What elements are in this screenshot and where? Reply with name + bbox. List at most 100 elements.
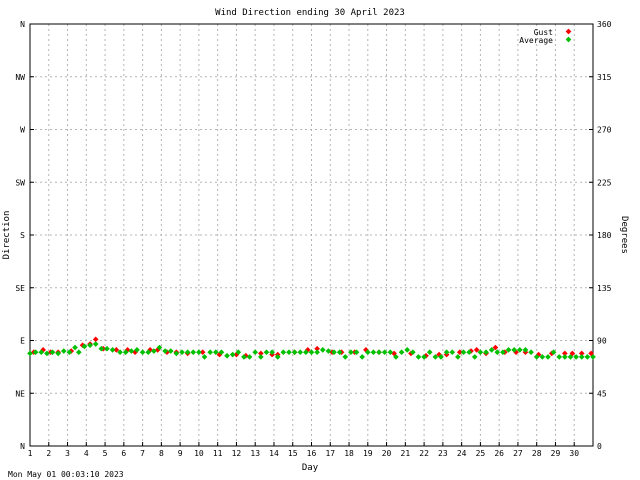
data-point-average (533, 354, 540, 360)
data-point-average (122, 349, 129, 356)
data-point-gust (562, 350, 568, 357)
data-point-average (98, 345, 105, 352)
x-tick-label: 18 (344, 449, 354, 458)
data-point-average (460, 349, 467, 356)
footer-timestamp: Mon May 01 00:03:10 2023 (8, 470, 124, 479)
x-tick-label: 23 (438, 449, 448, 458)
data-point-average (274, 354, 281, 360)
data-point-average (567, 354, 574, 360)
data-point-average (179, 349, 185, 356)
data-point-average (258, 354, 264, 360)
data-point-average (348, 349, 354, 356)
data-point-average (252, 349, 259, 356)
data-point-average (212, 349, 219, 356)
data-point-average (173, 350, 180, 357)
series-layer (27, 336, 596, 360)
data-point-average (303, 349, 309, 356)
data-point-gust (456, 349, 463, 356)
data-point-average (449, 349, 456, 356)
data-point-average (353, 349, 360, 356)
x-tick-label: 26 (494, 449, 504, 458)
data-point-average (359, 354, 365, 360)
data-point-average (269, 349, 275, 356)
data-point-average (145, 349, 152, 356)
y-right-tick-label: 90 (597, 337, 607, 346)
y-left-tick-label: NE (15, 389, 25, 398)
data-point-average (556, 354, 563, 360)
data-point-average (545, 354, 551, 360)
data-point-gust (473, 347, 480, 353)
data-point-average (117, 349, 123, 356)
x-tick-label: 29 (551, 449, 561, 458)
y-axis-left-label: Direction (2, 211, 12, 260)
data-point-average (376, 349, 382, 356)
x-tick-label: 3 (65, 449, 70, 458)
legend-marker-gust (565, 28, 572, 35)
data-point-average (167, 348, 174, 354)
data-point-average (314, 349, 320, 356)
x-tick-label: 2 (46, 449, 51, 458)
data-point-average (393, 354, 399, 360)
x-tick-label: 4 (84, 449, 89, 458)
x-tick-label: 25 (476, 449, 486, 458)
data-point-average (342, 354, 349, 360)
data-point-average (404, 347, 411, 353)
x-tick-label: 8 (159, 449, 164, 458)
data-point-average (364, 349, 371, 356)
data-point-average (488, 347, 495, 353)
x-tick-label: 11 (213, 449, 223, 458)
data-point-average (235, 349, 242, 356)
data-point-average (466, 349, 472, 356)
data-point-average (87, 342, 93, 349)
data-point-average (398, 349, 405, 356)
x-tick-label: 19 (363, 449, 373, 458)
y-axis-right-ticks: 0 45 90 135 180 225 270 315 360 (589, 20, 612, 451)
x-tick-label: 12 (232, 449, 242, 458)
x-tick-label: 13 (250, 449, 260, 458)
y-left-tick-label: S (20, 231, 25, 240)
data-point-average (370, 349, 377, 356)
data-point-average (218, 349, 225, 356)
y-left-tick-label: NW (15, 73, 25, 82)
x-tick-label: 14 (269, 449, 279, 458)
y-axis-right-label: Degrees (619, 216, 629, 254)
data-point-average (562, 354, 568, 360)
data-point-average (381, 349, 388, 356)
data-point-average (522, 347, 529, 353)
data-point-average (297, 349, 304, 356)
data-point-gust (492, 344, 499, 351)
data-point-average (92, 341, 99, 347)
x-axis-label: Day (302, 463, 319, 473)
data-point-gust (314, 345, 320, 352)
y-right-tick-label: 315 (597, 73, 612, 82)
data-point-gust (199, 349, 206, 356)
data-point-average (196, 349, 202, 356)
data-point-average (505, 347, 512, 353)
x-axis-ticks: 1 2 3 4 5 6 7 8 9 10 11 12 13 14 15 16 17 18 19 20 21 22 23 24 2… (28, 442, 579, 458)
data-point-average (421, 354, 427, 360)
data-point-average (246, 354, 253, 360)
y-right-tick-label: 270 (597, 126, 612, 135)
data-point-average (81, 343, 88, 350)
legend-label-average: Average (519, 36, 553, 45)
y-left-tick-label: SE (15, 284, 25, 293)
data-point-gust (92, 336, 99, 343)
legend: Gust Average (519, 28, 572, 45)
data-point-average (590, 354, 596, 360)
data-point-average (500, 349, 506, 356)
data-point-average (387, 349, 394, 356)
data-point-average (331, 349, 337, 356)
data-point-average (308, 349, 315, 356)
x-tick-label: 1 (28, 449, 33, 458)
data-point-average (319, 347, 326, 353)
y-right-tick-label: 45 (597, 389, 607, 398)
x-tick-label: 7 (140, 449, 145, 458)
data-point-average (72, 344, 78, 351)
data-point-average (483, 349, 489, 356)
series-average (27, 341, 596, 360)
data-point-average (151, 348, 157, 354)
x-tick-label: 16 (307, 449, 317, 458)
x-tick-label: 22 (419, 449, 429, 458)
data-point-average (291, 349, 298, 356)
